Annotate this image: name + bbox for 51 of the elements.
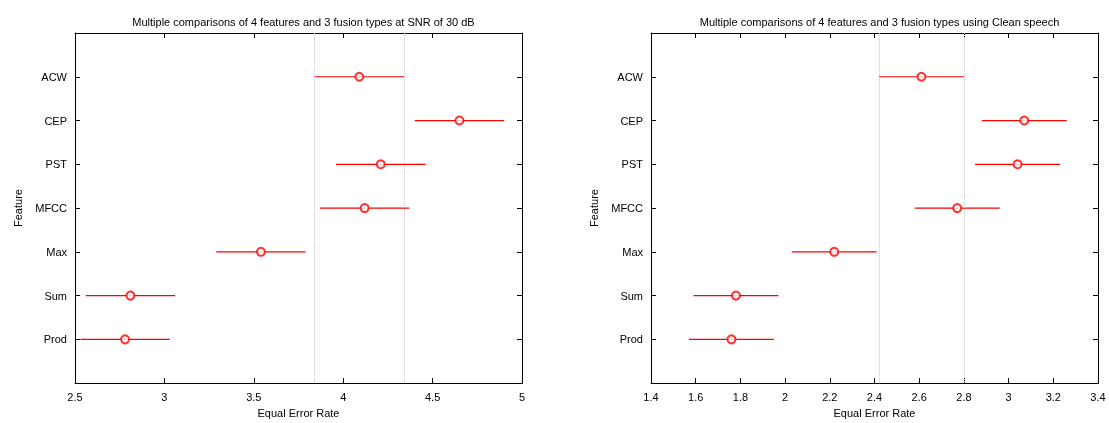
point — [730, 290, 741, 301]
chart-title: Multiple comparisons of 4 features and 3 fusion types at SNR of 30 dB — [132, 15, 475, 28]
point — [454, 115, 465, 126]
y-axis-title: Feature — [587, 189, 600, 228]
x-tick-label: 3.2 — [1045, 390, 1061, 403]
point — [125, 290, 136, 301]
point — [255, 246, 266, 257]
y-tick-label: CEP — [44, 114, 67, 127]
point — [726, 334, 737, 345]
point — [120, 334, 131, 345]
y-tick-label: CEP — [620, 114, 643, 127]
y-tick-label: Prod — [619, 333, 643, 346]
y-tick-label: Sum — [44, 289, 67, 302]
x-tick-label: 2.6 — [911, 390, 927, 403]
y-tick-label: Max — [46, 245, 68, 258]
x-tick-label: 1.8 — [732, 390, 749, 403]
y-tick-label: PST — [45, 158, 68, 171]
y-tick-label: PST — [621, 158, 644, 171]
point — [829, 246, 840, 257]
x-tick-label: 4.5 — [424, 390, 441, 403]
x-tick-label: 2.5 — [67, 390, 83, 403]
x-tick-label: 4 — [340, 390, 347, 403]
y-tick-label: Sum — [620, 289, 643, 302]
point — [952, 203, 963, 214]
x-tick-label: 2.8 — [956, 390, 972, 403]
x-tick-label: 3 — [161, 390, 168, 403]
point — [1019, 115, 1030, 126]
y-tick-label: ACW — [617, 70, 644, 83]
y-tick-label: Prod — [43, 333, 67, 346]
y-tick-label: ACW — [41, 70, 68, 83]
x-tick-label: 1.4 — [643, 390, 659, 403]
x-tick-label: 2.2 — [822, 390, 838, 403]
x-tick-label: 3 — [1005, 390, 1012, 403]
y-tick-label: MFCC — [611, 202, 644, 215]
x-tick-label: 1.6 — [688, 390, 704, 403]
x-tick-label: 2 — [782, 390, 789, 403]
point — [916, 71, 927, 82]
x-axis-title: Equal Error Rate — [833, 406, 916, 419]
point — [359, 203, 370, 214]
y-tick-label: Max — [622, 245, 644, 258]
y-axis-title: Feature — [11, 189, 24, 228]
point — [1012, 159, 1023, 170]
x-tick-label: 3.5 — [246, 390, 262, 403]
x-tick-label: 3.4 — [1090, 390, 1106, 403]
y-tick-label: MFCC — [35, 202, 68, 215]
x-tick-label: 5 — [518, 390, 526, 403]
point — [354, 71, 365, 82]
point — [375, 159, 386, 170]
chart-title: Multiple comparisons of 4 features and 3 fusion types using Clean speech — [699, 15, 1060, 28]
x-tick-label: 2.4 — [866, 390, 883, 403]
x-axis-title: Equal Error Rate — [257, 406, 340, 419]
